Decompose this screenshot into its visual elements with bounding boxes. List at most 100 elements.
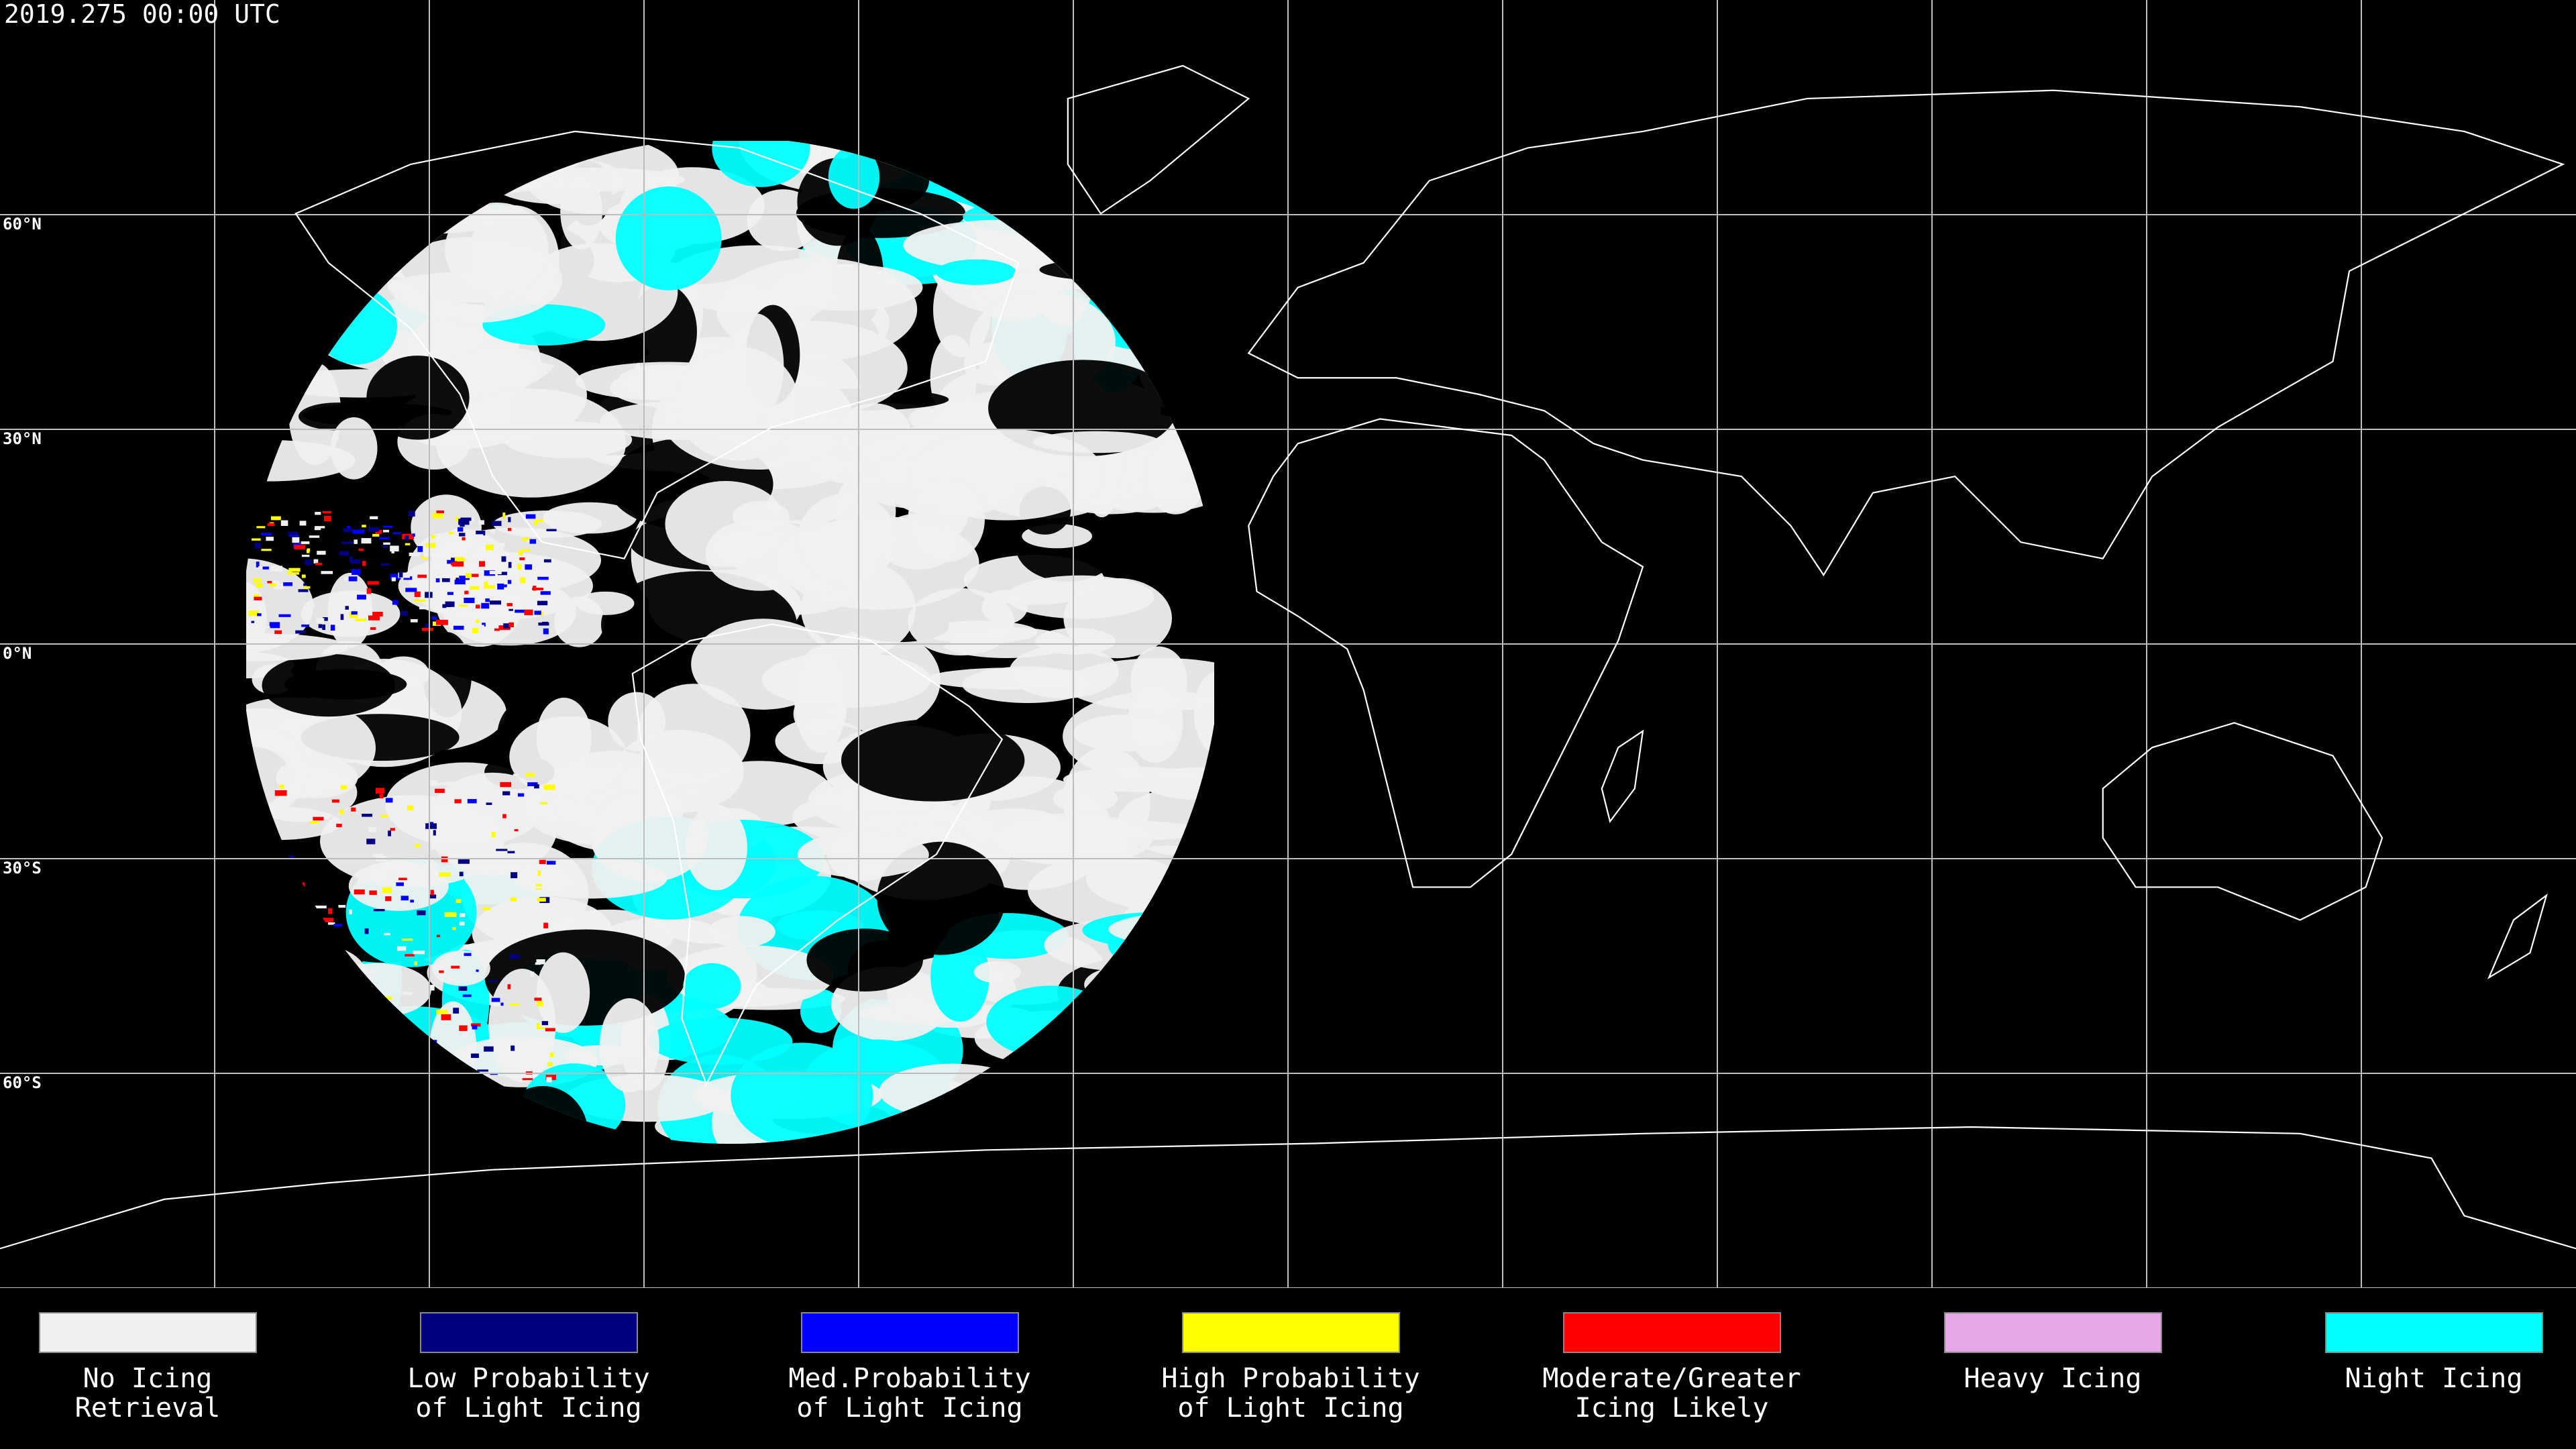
- icing-speck: [537, 898, 546, 902]
- legend-label: No Icing: [83, 1363, 213, 1394]
- icing-speck: [278, 614, 291, 617]
- cloud-patch: [706, 916, 775, 948]
- cloud-patch: [513, 857, 667, 899]
- icing-speck: [267, 523, 274, 527]
- icing-speck: [430, 890, 434, 896]
- cloud-patch: [536, 952, 590, 1033]
- icing-speck: [338, 905, 346, 908]
- icing-speck: [444, 912, 457, 918]
- icing-speck: [431, 844, 441, 850]
- icing-speck: [511, 1045, 515, 1051]
- icing-speck: [435, 578, 440, 583]
- north-america: [294, 130, 1020, 559]
- cloud-patch: [800, 989, 842, 1033]
- icing-speck: [475, 619, 480, 623]
- icing-speck: [358, 548, 364, 551]
- icing-speck: [470, 574, 479, 578]
- icing-speck: [502, 814, 506, 818]
- antarctica: [0, 1126, 2576, 1250]
- icing-speck: [447, 977, 457, 981]
- icing-speck: [415, 844, 421, 848]
- latitude-label: 60°S: [3, 1073, 42, 1092]
- icing-speck: [347, 525, 351, 531]
- icing-speck: [441, 1014, 451, 1020]
- icing-speck: [372, 853, 384, 857]
- icing-speck: [385, 798, 393, 803]
- icing-speck: [507, 984, 511, 989]
- icing-speck: [380, 563, 390, 566]
- icing-speck: [491, 832, 496, 838]
- icing-speck: [489, 871, 495, 875]
- latitude-label: 60°N: [3, 215, 42, 233]
- icing-speck: [470, 1053, 479, 1059]
- icing-speck: [534, 784, 539, 789]
- eurasia: [1247, 89, 2565, 577]
- icing-speck: [284, 801, 288, 808]
- icing-speck: [400, 896, 409, 901]
- icing-speck: [491, 809, 499, 813]
- icing-speck: [511, 872, 518, 879]
- icing-speck: [413, 951, 425, 955]
- icing-speck: [373, 909, 385, 912]
- icing-speck: [502, 584, 507, 588]
- icing-speck: [288, 568, 301, 572]
- icing-speck: [436, 1010, 448, 1014]
- icing-speck: [545, 1028, 555, 1032]
- cloud-patch: [560, 174, 603, 250]
- icing-speck: [370, 516, 378, 520]
- icing-speck: [451, 557, 458, 563]
- icing-speck: [464, 553, 467, 559]
- icing-speck: [372, 533, 380, 537]
- icing-speck: [340, 785, 347, 790]
- icing-speck: [441, 856, 448, 863]
- legend-swatch: [1563, 1312, 1781, 1353]
- icing-speck: [527, 782, 538, 787]
- icing-speck: [522, 537, 530, 541]
- icing-speck: [435, 788, 445, 794]
- icing-speck: [453, 1008, 460, 1014]
- icing-speck: [459, 576, 470, 580]
- icing-speck: [481, 602, 490, 609]
- icing-speck: [407, 805, 414, 811]
- cloud-patch: [973, 961, 1021, 983]
- icing-speck: [438, 961, 451, 964]
- icing-speck: [425, 823, 437, 829]
- cloud-patch: [246, 806, 341, 841]
- icing-speck: [390, 828, 395, 831]
- icing-speck: [425, 623, 431, 630]
- icing-speck: [494, 543, 505, 547]
- icing-speck: [442, 604, 447, 608]
- icing-speck: [421, 545, 427, 550]
- icing-speck: [502, 513, 506, 519]
- icing-speck: [525, 773, 535, 777]
- legend-label: Icing Likely: [1575, 1393, 1769, 1424]
- icing-speck: [398, 571, 403, 578]
- icing-speck: [320, 816, 329, 820]
- icing-speck: [465, 573, 472, 578]
- cloud-patch: [576, 591, 635, 615]
- icing-speck: [414, 591, 421, 598]
- icing-speck: [489, 600, 502, 605]
- icing-speck: [344, 576, 347, 580]
- icing-speck: [408, 511, 415, 517]
- icing-speck: [506, 602, 513, 606]
- new-zealand: [2487, 893, 2548, 979]
- icing-speck: [317, 551, 326, 555]
- icing-speck: [452, 926, 456, 930]
- icing-speck: [310, 820, 319, 824]
- icing-speck: [340, 614, 344, 621]
- icing-speck: [464, 953, 472, 957]
- icing-speck: [321, 571, 333, 574]
- icing-speck: [303, 586, 311, 589]
- icing-speck: [256, 526, 266, 529]
- icing-speck: [258, 566, 265, 569]
- icing-speck: [301, 574, 306, 578]
- icing-speck: [309, 535, 320, 538]
- cloud-patch: [427, 772, 559, 876]
- icing-speck: [322, 511, 331, 514]
- cloud-patch: [599, 998, 659, 1093]
- icing-speck: [491, 998, 500, 1002]
- icing-speck: [455, 517, 459, 521]
- icing-speck: [349, 909, 352, 914]
- icing-speck: [549, 1053, 554, 1057]
